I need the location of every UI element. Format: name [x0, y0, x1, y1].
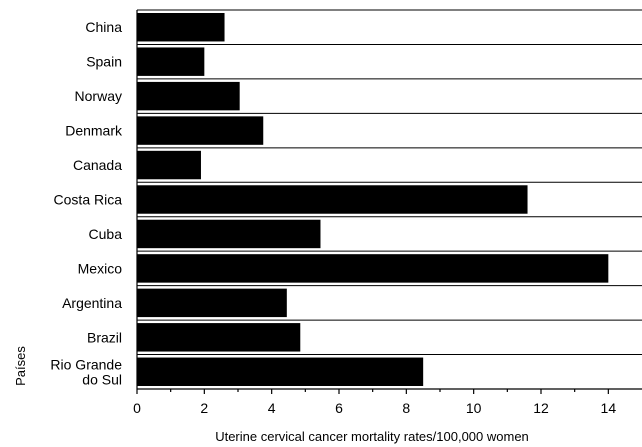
category-label: Spain: [86, 54, 122, 70]
bar: [137, 185, 528, 214]
bar: [137, 13, 225, 42]
category-label: Mexico: [78, 260, 123, 276]
y-axis-title: Países: [13, 346, 28, 386]
bar: [137, 47, 205, 76]
category-label: do Sul: [82, 371, 122, 387]
x-tick-label: 8: [402, 400, 410, 416]
x-tick-label: 14: [601, 400, 617, 416]
bar: [137, 254, 609, 283]
bar: [137, 357, 424, 386]
category-label: Cuba: [89, 226, 123, 242]
bar: [137, 116, 264, 145]
bar: [137, 150, 201, 180]
category-label: Argentina: [62, 295, 122, 311]
x-tick-labels: 0 2 4 6 8 10 12 14: [133, 389, 616, 416]
x-tick-label: 4: [268, 400, 276, 416]
x-tick-label: 6: [335, 400, 343, 416]
category-label: Norway: [75, 88, 122, 104]
category-label: Rio Grande: [50, 356, 122, 372]
bar: [137, 288, 287, 318]
x-tick-label: 0: [133, 400, 141, 416]
category-labels: China Spain Norway Denmark Canada Costa Rica C…: [50, 19, 123, 387]
bar: [137, 81, 240, 111]
category-label: China: [85, 19, 122, 35]
x-tick-label: 2: [200, 400, 208, 416]
axes: [136, 10, 642, 390]
category-label: Costa Rica: [54, 192, 123, 208]
x-tick-label: 10: [466, 400, 482, 416]
bars: [137, 13, 609, 386]
category-label: Brazil: [87, 329, 122, 345]
category-label: Denmark: [65, 123, 123, 139]
bar: [137, 323, 301, 352]
bar: [137, 219, 321, 249]
x-axis-title: Uterine cervical cancer mortality rates/…: [215, 429, 529, 444]
category-label: Canada: [73, 157, 122, 173]
x-tick-label: 12: [533, 400, 549, 416]
